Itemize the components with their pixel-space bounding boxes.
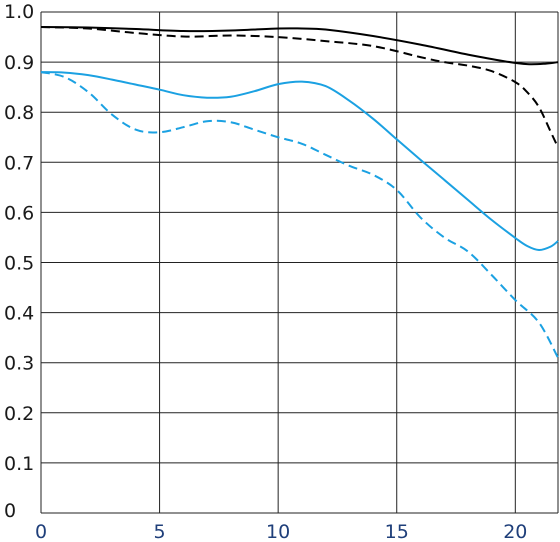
x-tick-labels: 0 5 10 15 20 (35, 521, 527, 542)
x-tick-label: 0 (35, 521, 47, 542)
series-line-2 (40, 71, 559, 251)
y-tick-label: 1.0 (4, 1, 34, 23)
y-tick-label: 0.5 (4, 253, 34, 275)
y-tick-label: 0.6 (4, 202, 34, 224)
x-tick-label: 5 (154, 521, 166, 542)
y-tick-labels: 0 0.1 0.2 0.3 0.4 0.5 0.6 0.7 0.8 0.9 1.0 (4, 1, 34, 522)
x-tick-label: 10 (266, 521, 290, 542)
y-tick-label: 0.7 (4, 152, 34, 174)
y-tick-label: 0.1 (4, 453, 34, 475)
y-tick-label: 0.9 (4, 52, 34, 74)
series-lines (40, 26, 559, 359)
y-tick-label: 0.8 (4, 102, 34, 124)
series-line-3 (40, 71, 559, 359)
grid (40, 11, 559, 514)
series-line-1 (40, 26, 559, 148)
series-line-0 (40, 26, 559, 66)
y-tick-label: 0 (4, 500, 16, 522)
y-tick-label: 0.4 (4, 303, 34, 325)
x-tick-label: 20 (503, 521, 527, 542)
y-tick-label: 0.3 (4, 353, 34, 375)
x-tick-label: 15 (385, 521, 409, 542)
y-tick-label: 0.2 (4, 403, 34, 425)
